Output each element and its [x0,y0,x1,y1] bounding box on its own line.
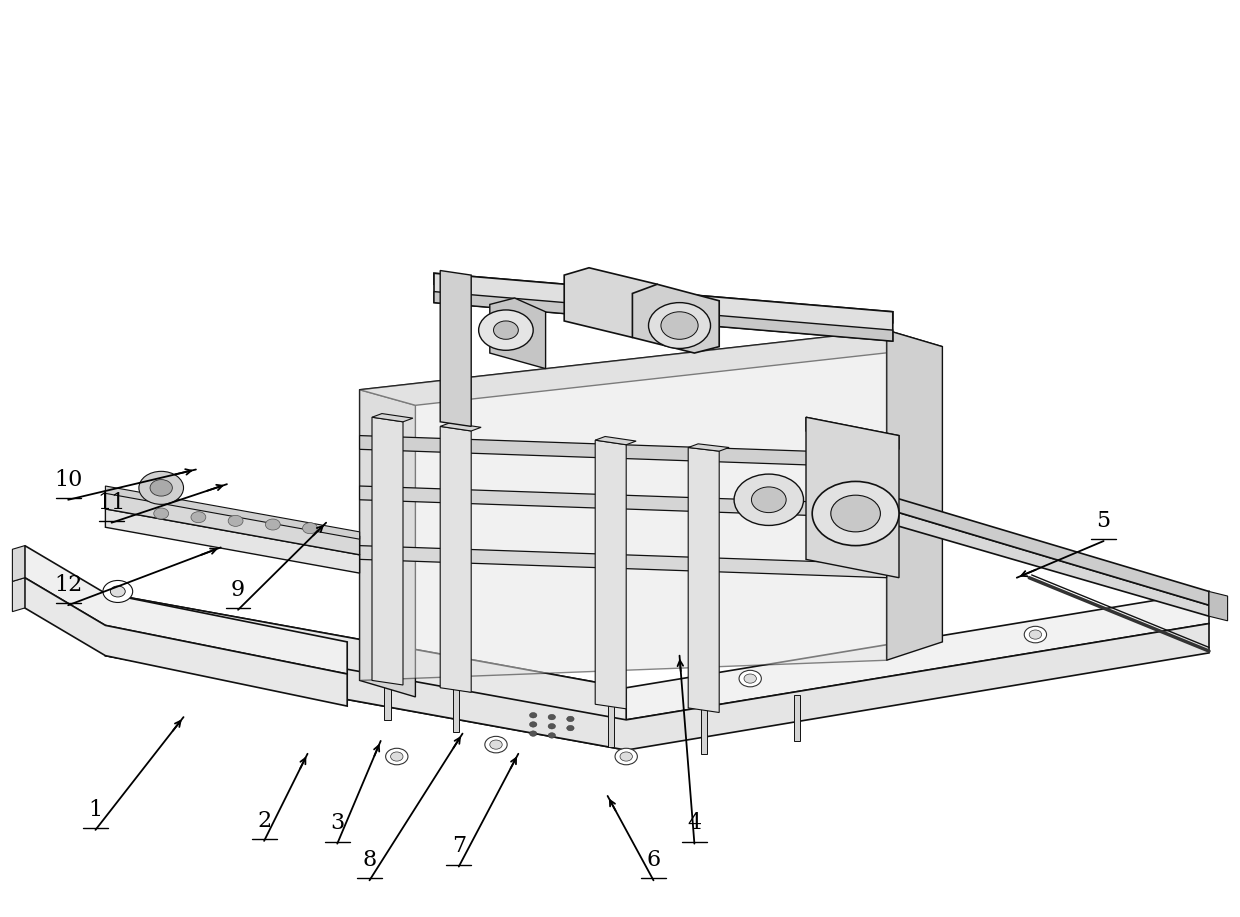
Circle shape [567,716,574,722]
Polygon shape [105,491,360,555]
Circle shape [485,736,507,753]
Circle shape [529,722,537,727]
Polygon shape [384,674,391,720]
Circle shape [490,740,502,749]
Polygon shape [372,414,413,422]
Text: 9: 9 [231,579,246,601]
Circle shape [494,321,518,339]
Polygon shape [440,426,471,692]
Polygon shape [360,330,942,405]
Circle shape [661,312,698,339]
Polygon shape [434,273,893,341]
Text: 11: 11 [98,492,125,514]
Circle shape [567,725,574,731]
Circle shape [548,714,556,720]
Polygon shape [95,593,105,628]
Polygon shape [360,486,887,518]
Polygon shape [360,546,887,578]
Text: 10: 10 [55,469,82,491]
Polygon shape [105,486,360,539]
Circle shape [265,519,280,530]
Polygon shape [12,578,25,612]
Text: 7: 7 [451,835,466,857]
Circle shape [739,670,761,687]
Polygon shape [564,268,657,337]
Text: 6: 6 [646,849,661,871]
Circle shape [620,752,632,761]
Polygon shape [595,440,626,709]
Circle shape [649,303,711,348]
Polygon shape [794,695,800,741]
Polygon shape [105,593,626,750]
Polygon shape [25,546,347,674]
Circle shape [391,752,403,761]
Polygon shape [372,417,403,685]
Polygon shape [701,708,707,754]
Polygon shape [632,284,719,353]
Polygon shape [434,273,893,323]
Polygon shape [688,447,719,713]
Polygon shape [360,436,887,468]
Circle shape [1024,626,1047,643]
Circle shape [386,748,408,765]
Polygon shape [887,495,1209,605]
Circle shape [529,713,537,718]
Text: 1: 1 [88,799,103,821]
Polygon shape [595,436,636,445]
Circle shape [154,508,169,519]
Polygon shape [105,591,1209,720]
Circle shape [615,748,637,765]
Polygon shape [453,686,459,732]
Polygon shape [360,390,415,697]
Polygon shape [434,292,893,341]
Text: 12: 12 [55,574,82,596]
Circle shape [228,515,243,526]
Text: 8: 8 [362,849,377,871]
Circle shape [1029,630,1042,639]
Polygon shape [12,546,25,581]
Polygon shape [1209,591,1228,621]
Text: 4: 4 [687,812,702,834]
Polygon shape [360,330,887,680]
Circle shape [744,674,756,683]
Polygon shape [25,578,347,706]
Circle shape [548,733,556,738]
Polygon shape [105,624,1209,750]
Text: 5: 5 [1096,510,1111,532]
Polygon shape [105,509,360,573]
Polygon shape [887,330,942,660]
Polygon shape [440,423,481,431]
Circle shape [734,474,804,525]
Circle shape [150,480,172,496]
Circle shape [812,481,899,546]
Circle shape [548,724,556,729]
Polygon shape [806,417,899,449]
Circle shape [831,495,880,532]
Polygon shape [688,444,729,451]
Circle shape [479,310,533,350]
Polygon shape [806,417,899,578]
Circle shape [103,580,133,602]
Polygon shape [440,271,471,426]
Circle shape [303,523,317,534]
Circle shape [191,512,206,523]
Polygon shape [887,509,1209,616]
Polygon shape [608,702,614,747]
Circle shape [110,586,125,597]
Circle shape [751,487,786,513]
Polygon shape [490,298,546,369]
Circle shape [529,731,537,736]
Text: 3: 3 [330,812,345,834]
Circle shape [139,471,184,504]
Text: 2: 2 [257,810,272,832]
